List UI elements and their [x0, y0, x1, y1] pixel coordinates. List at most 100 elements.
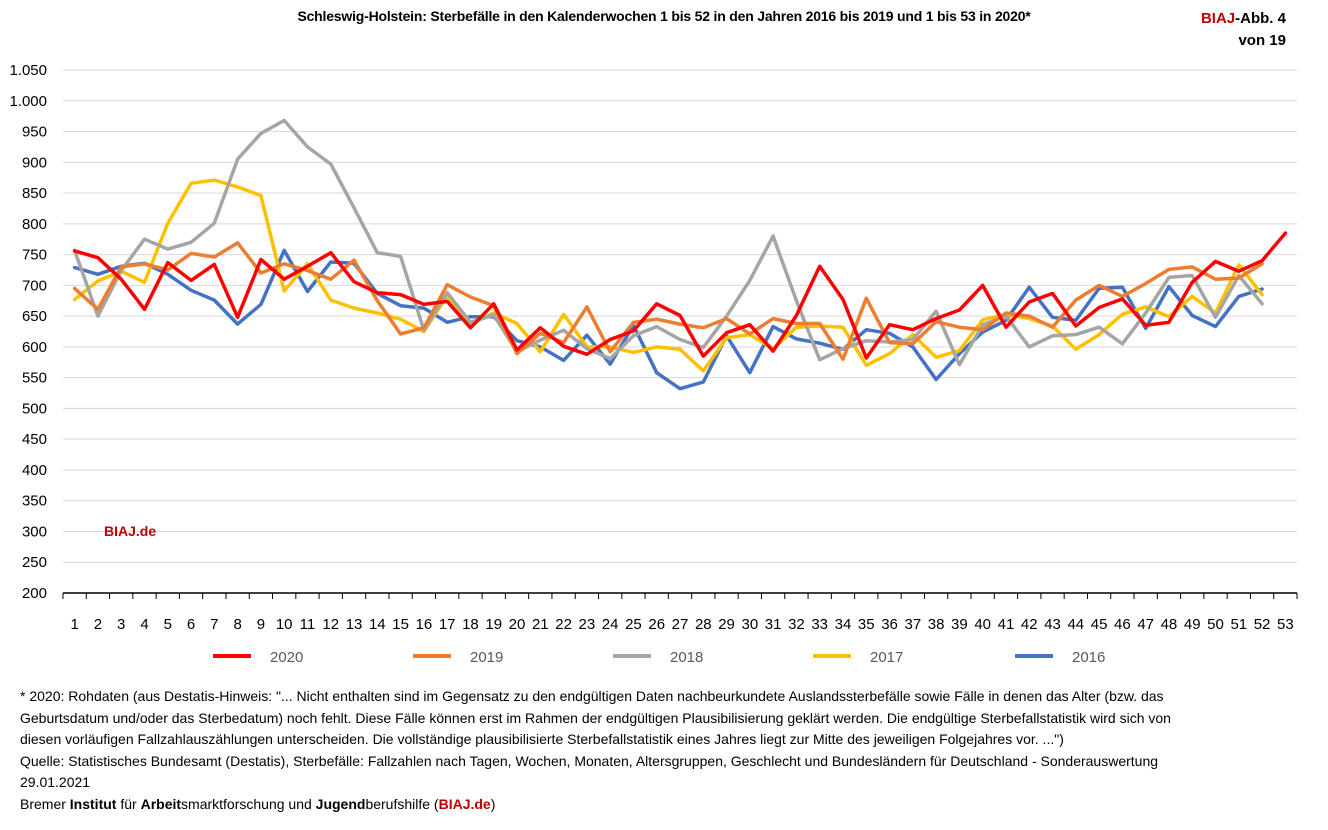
y-tick-label: 450	[22, 431, 47, 448]
footnote: * 2020: Rohdaten (aus Destatis-Hinweis: …	[20, 686, 1320, 815]
watermark: BIAJ.de	[104, 523, 156, 539]
x-tick-label: 7	[210, 616, 218, 633]
y-tick-label: 800	[22, 216, 47, 233]
x-tick-label: 48	[1161, 616, 1178, 633]
credit-text: Bremer	[20, 795, 70, 812]
x-tick-label: 37	[904, 616, 921, 633]
x-tick-label: 36	[881, 616, 898, 633]
x-tick-label: 28	[695, 616, 712, 633]
x-tick-label: 8	[233, 616, 241, 633]
x-tick-label: 20	[509, 616, 526, 633]
x-tick-label: 13	[346, 616, 363, 633]
x-tick-label: 39	[951, 616, 968, 633]
x-tick-label: 33	[811, 616, 828, 633]
x-tick-label: 51	[1230, 616, 1247, 633]
footnote-line-3: diesen vorläufigen Fallzahlauszählungen …	[20, 731, 1064, 747]
x-tick-label: 12	[322, 616, 339, 633]
series-line-2016	[72, 248, 1264, 391]
x-tick-label: 42	[1021, 616, 1038, 633]
x-tick-label: 49	[1184, 616, 1201, 633]
legend-label-2017: 2017	[870, 649, 903, 666]
x-tick-label: 53	[1277, 616, 1294, 633]
credit-bold: Institut	[69, 795, 117, 812]
legend-label-2016: 2016	[1072, 649, 1105, 666]
legend-label-2018: 2018	[670, 649, 703, 666]
x-tick-label: 23	[579, 616, 596, 633]
credit-text: smarktforschung und	[181, 795, 316, 812]
y-tick-label: 900	[22, 154, 47, 171]
x-tick-label: 22	[555, 616, 572, 633]
credit-text: berufshilfe (	[365, 795, 439, 812]
x-tick-label: 14	[369, 616, 386, 633]
x-tick-label: 34	[835, 616, 852, 633]
x-tick-label: 18	[462, 616, 479, 633]
y-tick-label: 400	[22, 462, 47, 479]
y-tick-label: 200	[22, 585, 47, 602]
credit-text: )	[490, 795, 496, 812]
figure-total: von 19	[1238, 32, 1286, 49]
x-tick-label: 21	[532, 616, 549, 633]
source-line: Quelle: Statistisches Bundesamt (Destati…	[20, 752, 1159, 769]
x-tick-label: 24	[602, 616, 619, 633]
figure-brand: BIAJ	[1200, 10, 1236, 27]
x-tick-label: 25	[625, 616, 642, 633]
x-tick-label: 19	[485, 616, 502, 633]
x-tick-label: 15	[392, 616, 409, 633]
x-tick-label: 46	[1114, 616, 1131, 633]
x-tick-label: 50	[1207, 616, 1224, 633]
x-tick-label: 4	[140, 616, 148, 633]
x-tick-label: 27	[672, 616, 689, 633]
footnote-line-2: Geburtsdatum und/oder das Sterbedatum) n…	[20, 709, 1171, 726]
series-line-2019	[72, 241, 1264, 361]
x-tick-label: 10	[276, 616, 293, 633]
x-tick-label: 47	[1137, 616, 1154, 633]
legend-label-2020: 2020	[270, 649, 303, 666]
y-tick-label: 500	[22, 400, 47, 417]
y-tick-label: 850	[22, 185, 47, 202]
credit-line: Bremer Institut für Arbeitsmarktforschun…	[20, 794, 1320, 816]
credit-bold: Jugend	[315, 795, 366, 812]
x-tick-label: 41	[998, 616, 1015, 633]
y-tick-label: 1.000	[9, 93, 47, 110]
line-chart: 2002503003504004505005506006507007508008…	[9, 62, 1298, 666]
x-tick-label: 40	[974, 616, 991, 633]
x-tick-label: 17	[439, 616, 456, 633]
figure-number: -Abb. 4	[1235, 10, 1286, 27]
y-tick-label: 350	[22, 493, 47, 510]
y-tick-label: 650	[22, 308, 47, 325]
series-line-2017	[72, 178, 1264, 373]
legend-label-2019: 2019	[470, 649, 503, 666]
x-tick-label: 35	[858, 616, 875, 633]
x-tick-label: 32	[788, 616, 805, 633]
x-tick-label: 43	[1044, 616, 1061, 633]
x-tick-label: 5	[164, 616, 172, 633]
x-tick-label: 3	[117, 616, 125, 633]
y-tick-label: 700	[22, 277, 47, 294]
x-tick-label: 45	[1091, 616, 1108, 633]
x-tick-label: 26	[648, 616, 665, 633]
credit-text: für	[116, 795, 141, 812]
x-tick-label: 1	[70, 616, 78, 633]
y-tick-label: 300	[22, 523, 47, 540]
y-tick-label: 1.050	[9, 62, 47, 79]
x-tick-label: 31	[765, 616, 782, 633]
x-tick-label: 2	[94, 616, 102, 633]
chart-title: Schleswig-Holstein: Sterbefälle in den K…	[297, 8, 1031, 24]
x-tick-label: 38	[928, 616, 945, 633]
credit-link[interactable]: BIAJ.de	[438, 795, 491, 812]
series-line-2018	[72, 118, 1264, 367]
x-tick-label: 9	[257, 616, 265, 633]
credit-bold: Arbeit	[140, 795, 182, 812]
figure-label: BIAJ-Abb. 4 von 19	[1201, 8, 1286, 52]
series-line-2020	[72, 231, 1288, 360]
x-tick-label: 6	[187, 616, 195, 633]
y-tick-label: 600	[22, 339, 47, 356]
y-tick-label: 250	[22, 554, 47, 571]
y-tick-label: 750	[22, 247, 47, 264]
source-date: 29.01.2021	[20, 774, 91, 790]
x-tick-label: 52	[1254, 616, 1271, 633]
x-tick-label: 29	[718, 616, 735, 633]
footnote-line-1: * 2020: Rohdaten (aus Destatis-Hinweis: …	[20, 688, 1164, 704]
x-tick-label: 44	[1067, 616, 1084, 633]
x-tick-label: 16	[416, 616, 433, 633]
